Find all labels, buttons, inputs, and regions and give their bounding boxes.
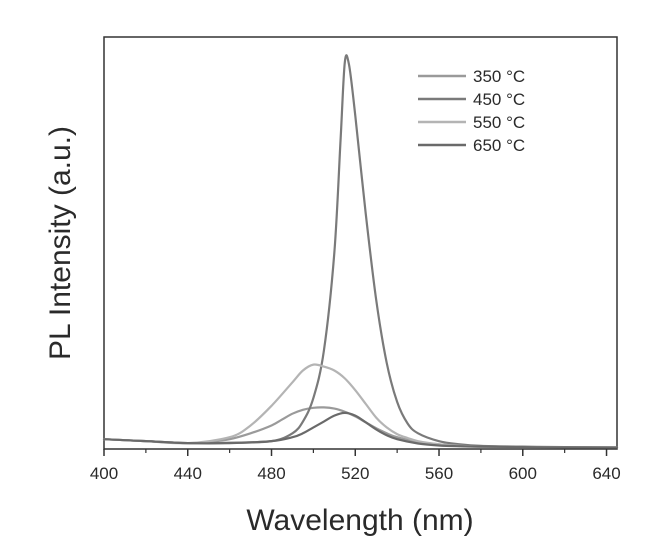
x-tick-label: 400 bbox=[90, 464, 118, 483]
x-tick-label: 440 bbox=[174, 464, 202, 483]
legend-label-350-c: 350 °C bbox=[473, 67, 525, 86]
x-tick-label: 600 bbox=[509, 464, 537, 483]
x-axis-ticks: 400 440 480 520 560 600 640 bbox=[90, 449, 621, 483]
x-tick-label: 640 bbox=[592, 464, 620, 483]
x-tick-label: 520 bbox=[341, 464, 369, 483]
legend-label-650-c: 650 °C bbox=[473, 136, 525, 155]
y-axis-label: PL Intensity (a.u.) bbox=[44, 126, 77, 360]
plot-frame bbox=[104, 37, 617, 449]
series-line-450-c bbox=[104, 55, 617, 447]
series-line-550-c bbox=[104, 364, 617, 447]
legend: 350 °C 450 °C 550 °C 650 °C bbox=[418, 67, 525, 155]
legend-label-450-c: 450 °C bbox=[473, 90, 525, 109]
x-tick-label: 480 bbox=[257, 464, 285, 483]
series-line-350-c bbox=[104, 407, 617, 447]
legend-label-550-c: 550 °C bbox=[473, 113, 525, 132]
x-axis-label: Wavelength (nm) bbox=[246, 504, 473, 537]
x-tick-label: 560 bbox=[425, 464, 453, 483]
series-layer bbox=[104, 55, 617, 447]
series-line-650-c bbox=[104, 413, 617, 448]
